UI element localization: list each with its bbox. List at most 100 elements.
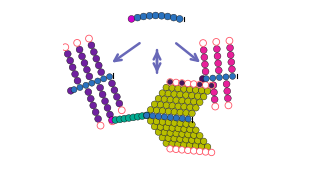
Circle shape xyxy=(193,127,199,133)
Circle shape xyxy=(112,117,119,123)
Circle shape xyxy=(198,143,205,149)
Circle shape xyxy=(68,87,74,94)
Circle shape xyxy=(211,89,217,96)
Circle shape xyxy=(173,130,179,137)
Circle shape xyxy=(179,98,185,104)
Circle shape xyxy=(158,12,165,19)
Circle shape xyxy=(77,84,83,91)
Circle shape xyxy=(97,122,104,129)
Circle shape xyxy=(74,77,81,84)
Circle shape xyxy=(128,15,135,22)
Circle shape xyxy=(81,60,88,66)
Circle shape xyxy=(143,112,150,119)
Circle shape xyxy=(225,95,231,102)
Circle shape xyxy=(113,93,120,100)
Circle shape xyxy=(155,129,162,135)
Circle shape xyxy=(202,61,208,68)
Circle shape xyxy=(85,89,92,95)
Circle shape xyxy=(100,76,107,82)
Circle shape xyxy=(99,91,106,98)
Circle shape xyxy=(202,149,209,155)
Circle shape xyxy=(167,146,173,152)
Circle shape xyxy=(213,39,220,45)
Circle shape xyxy=(95,78,101,84)
Circle shape xyxy=(181,104,187,110)
Circle shape xyxy=(195,138,201,144)
Circle shape xyxy=(185,116,191,122)
Circle shape xyxy=(189,121,195,128)
Circle shape xyxy=(189,110,195,117)
Circle shape xyxy=(169,140,175,147)
Circle shape xyxy=(109,80,116,87)
Circle shape xyxy=(210,82,217,89)
Circle shape xyxy=(204,144,211,150)
Circle shape xyxy=(171,109,177,115)
Circle shape xyxy=(116,100,123,107)
Circle shape xyxy=(72,71,78,77)
Circle shape xyxy=(214,53,221,60)
Circle shape xyxy=(198,87,205,94)
Circle shape xyxy=(161,114,167,120)
Circle shape xyxy=(224,88,230,94)
Circle shape xyxy=(139,113,146,119)
Circle shape xyxy=(173,146,179,153)
Circle shape xyxy=(134,14,141,21)
Circle shape xyxy=(189,137,195,143)
Circle shape xyxy=(159,119,166,125)
Circle shape xyxy=(134,113,141,120)
Circle shape xyxy=(167,114,173,120)
Circle shape xyxy=(210,75,216,81)
Circle shape xyxy=(152,12,159,19)
Circle shape xyxy=(177,120,183,127)
Circle shape xyxy=(183,110,189,116)
Circle shape xyxy=(228,59,235,66)
Circle shape xyxy=(83,82,89,88)
Circle shape xyxy=(93,55,100,62)
Circle shape xyxy=(161,129,168,136)
Circle shape xyxy=(173,115,179,121)
Circle shape xyxy=(227,52,234,58)
Circle shape xyxy=(170,14,177,21)
Circle shape xyxy=(151,123,158,130)
Circle shape xyxy=(201,54,208,61)
Circle shape xyxy=(177,136,183,143)
Circle shape xyxy=(171,120,177,126)
Circle shape xyxy=(226,37,233,44)
Circle shape xyxy=(208,149,215,156)
Circle shape xyxy=(183,92,189,98)
Circle shape xyxy=(175,141,181,147)
Circle shape xyxy=(187,86,193,93)
Circle shape xyxy=(169,103,176,109)
Circle shape xyxy=(202,82,209,88)
Circle shape xyxy=(179,131,185,137)
Circle shape xyxy=(181,86,187,92)
Circle shape xyxy=(171,91,177,97)
Circle shape xyxy=(153,107,160,114)
Circle shape xyxy=(187,126,193,133)
Circle shape xyxy=(147,118,154,124)
Circle shape xyxy=(76,46,83,53)
Circle shape xyxy=(84,66,90,73)
Circle shape xyxy=(90,49,97,55)
Circle shape xyxy=(163,140,170,146)
Circle shape xyxy=(177,91,183,98)
Circle shape xyxy=(171,136,177,142)
Circle shape xyxy=(165,119,171,126)
Circle shape xyxy=(87,95,94,102)
Circle shape xyxy=(169,125,176,131)
Circle shape xyxy=(229,66,235,73)
Circle shape xyxy=(191,81,197,87)
Circle shape xyxy=(165,135,171,141)
Circle shape xyxy=(225,102,232,109)
Circle shape xyxy=(125,115,132,121)
Circle shape xyxy=(109,117,116,123)
Circle shape xyxy=(200,47,207,53)
Circle shape xyxy=(106,111,113,118)
Circle shape xyxy=(195,93,201,99)
Circle shape xyxy=(208,82,215,89)
Circle shape xyxy=(187,142,193,149)
Circle shape xyxy=(191,98,197,105)
Circle shape xyxy=(95,62,102,69)
Circle shape xyxy=(175,125,181,132)
Circle shape xyxy=(88,42,95,49)
